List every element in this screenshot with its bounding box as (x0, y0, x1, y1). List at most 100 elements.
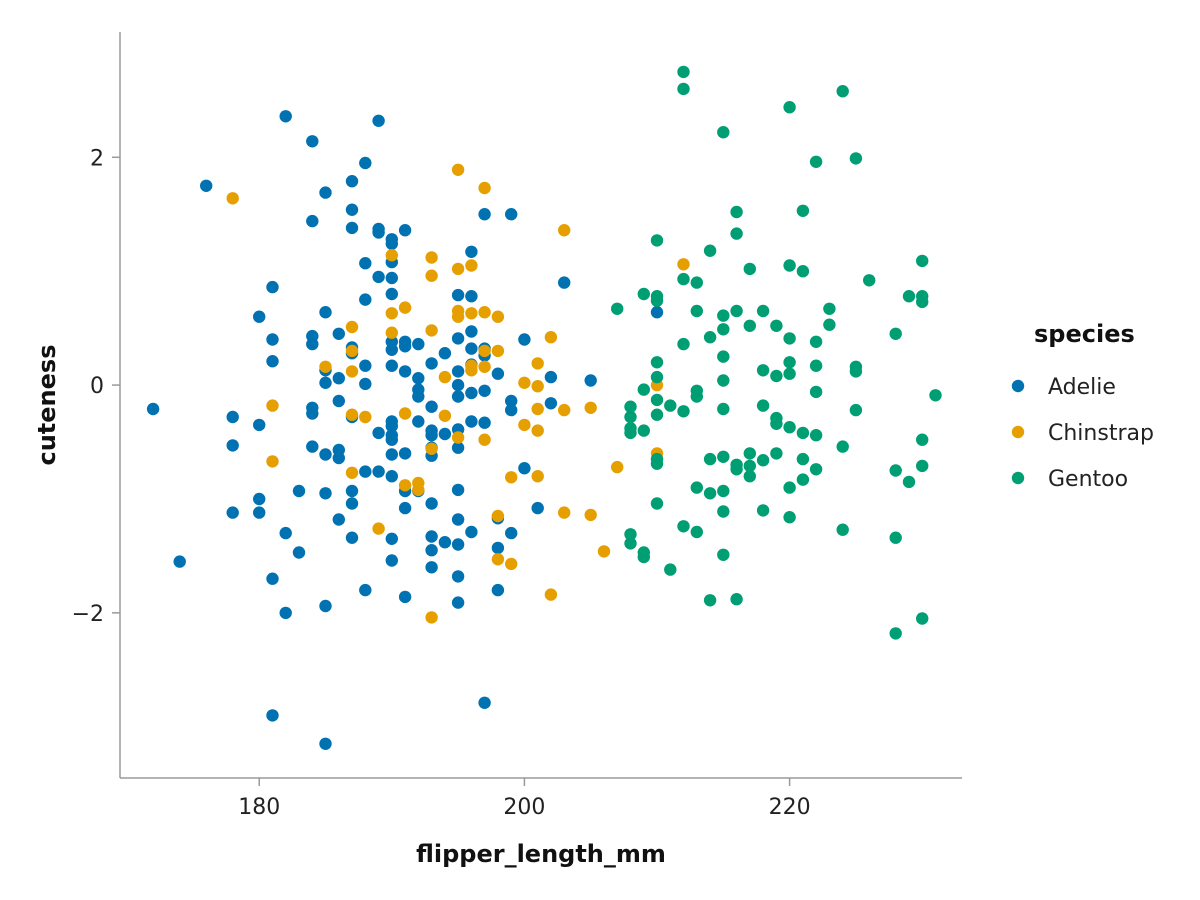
x-ticks: 180 200 220 (238, 778, 811, 820)
data-point-gentoo (690, 481, 703, 494)
data-point-adelie (465, 245, 478, 258)
data-point-adelie (451, 538, 465, 551)
legend-marker-adelie (1011, 379, 1025, 393)
data-point-chinstrap (558, 224, 571, 237)
data-point-chinstrap (438, 370, 452, 384)
x-tick-label: 220 (769, 795, 811, 820)
data-point-gentoo (717, 484, 730, 498)
data-point-chinstrap (518, 418, 531, 432)
data-point-adelie (478, 416, 491, 429)
data-point-chinstrap (398, 301, 412, 314)
data-point-gentoo (783, 481, 796, 494)
data-point-gentoo (717, 450, 730, 463)
data-point-adelie (505, 526, 518, 540)
data-point-adelie (266, 333, 279, 346)
data-point-adelie (253, 418, 266, 432)
data-point-adelie (451, 483, 465, 497)
y-ticks: −2 0 2 (72, 146, 120, 627)
data-point-adelie (544, 370, 558, 384)
data-point-gentoo (650, 234, 664, 247)
data-point-adelie (505, 403, 518, 417)
data-point-chinstrap (385, 326, 398, 339)
data-point-adelie (345, 203, 359, 216)
data-point-chinstrap (478, 306, 491, 319)
legend: species Adelie Chinstrap Gentoo (1011, 320, 1154, 492)
data-point-chinstrap (226, 192, 239, 205)
data-point-adelie (451, 513, 465, 526)
data-point-gentoo (730, 593, 743, 606)
data-point-adelie (279, 110, 292, 123)
data-point-gentoo (703, 452, 717, 466)
data-point-chinstrap (372, 522, 385, 535)
data-point-chinstrap (465, 307, 478, 320)
data-point-gentoo (730, 227, 743, 240)
data-point-chinstrap (478, 360, 491, 373)
data-point-gentoo (637, 287, 650, 301)
data-point-adelie (438, 536, 452, 549)
data-point-gentoo (677, 65, 690, 79)
data-point-adelie (558, 276, 571, 289)
data-point-chinstrap (544, 331, 558, 344)
data-point-adelie (451, 332, 465, 345)
data-point-adelie (465, 525, 478, 539)
data-point-adelie (319, 306, 332, 319)
legend-label-chinstrap: Chinstrap (1048, 421, 1154, 446)
data-point-adelie (319, 186, 332, 199)
data-point-chinstrap (531, 357, 544, 370)
data-point-gentoo (690, 276, 703, 289)
data-point-adelie (584, 374, 597, 387)
data-point-adelie (359, 377, 372, 391)
data-point-adelie (412, 337, 425, 351)
data-point-gentoo (703, 331, 717, 344)
data-point-adelie (372, 426, 385, 440)
legend-title: species (1034, 320, 1135, 348)
data-point-gentoo (650, 393, 664, 407)
data-point-adelie (412, 415, 425, 428)
data-point-chinstrap (584, 508, 597, 522)
data-point-gentoo (809, 385, 823, 399)
data-point-adelie (292, 546, 306, 559)
series-chinstrap (226, 163, 690, 624)
data-point-gentoo (756, 399, 770, 412)
data-point-chinstrap (451, 431, 465, 444)
data-point-gentoo (690, 390, 703, 403)
data-point-adelie (253, 506, 266, 519)
data-point-chinstrap (491, 553, 505, 566)
data-point-chinstrap (319, 360, 332, 373)
data-point-gentoo (796, 426, 810, 440)
data-point-gentoo (677, 82, 690, 96)
data-point-chinstrap (558, 403, 571, 417)
data-point-gentoo (690, 525, 703, 539)
series-adelie (146, 110, 664, 750)
data-point-adelie (372, 465, 385, 478)
data-point-gentoo (650, 356, 664, 369)
data-point-adelie (372, 226, 385, 239)
data-point-adelie (398, 224, 412, 237)
data-point-adelie (319, 448, 332, 461)
data-point-adelie (398, 447, 412, 460)
data-point-chinstrap (505, 557, 518, 571)
data-point-gentoo (756, 454, 770, 467)
data-point-gentoo (717, 309, 730, 322)
data-point-adelie (478, 696, 491, 709)
legend-items: Adelie Chinstrap Gentoo (1011, 375, 1154, 492)
data-point-adelie (425, 400, 438, 413)
data-point-adelie (385, 287, 398, 301)
data-point-adelie (200, 179, 213, 192)
data-point-adelie (306, 440, 319, 453)
data-point-gentoo (849, 403, 863, 417)
data-point-adelie (438, 347, 452, 360)
data-point-adelie (359, 465, 372, 478)
data-point-adelie (398, 340, 412, 353)
data-point-chinstrap (558, 506, 571, 519)
data-point-chinstrap (531, 424, 544, 437)
data-point-adelie (319, 599, 332, 613)
data-point-adelie (292, 484, 306, 498)
data-point-adelie (425, 544, 438, 557)
data-points (146, 65, 942, 750)
data-point-gentoo (717, 548, 730, 561)
x-tick-label: 180 (238, 795, 280, 820)
data-point-adelie (345, 531, 359, 544)
data-point-adelie (425, 497, 438, 510)
